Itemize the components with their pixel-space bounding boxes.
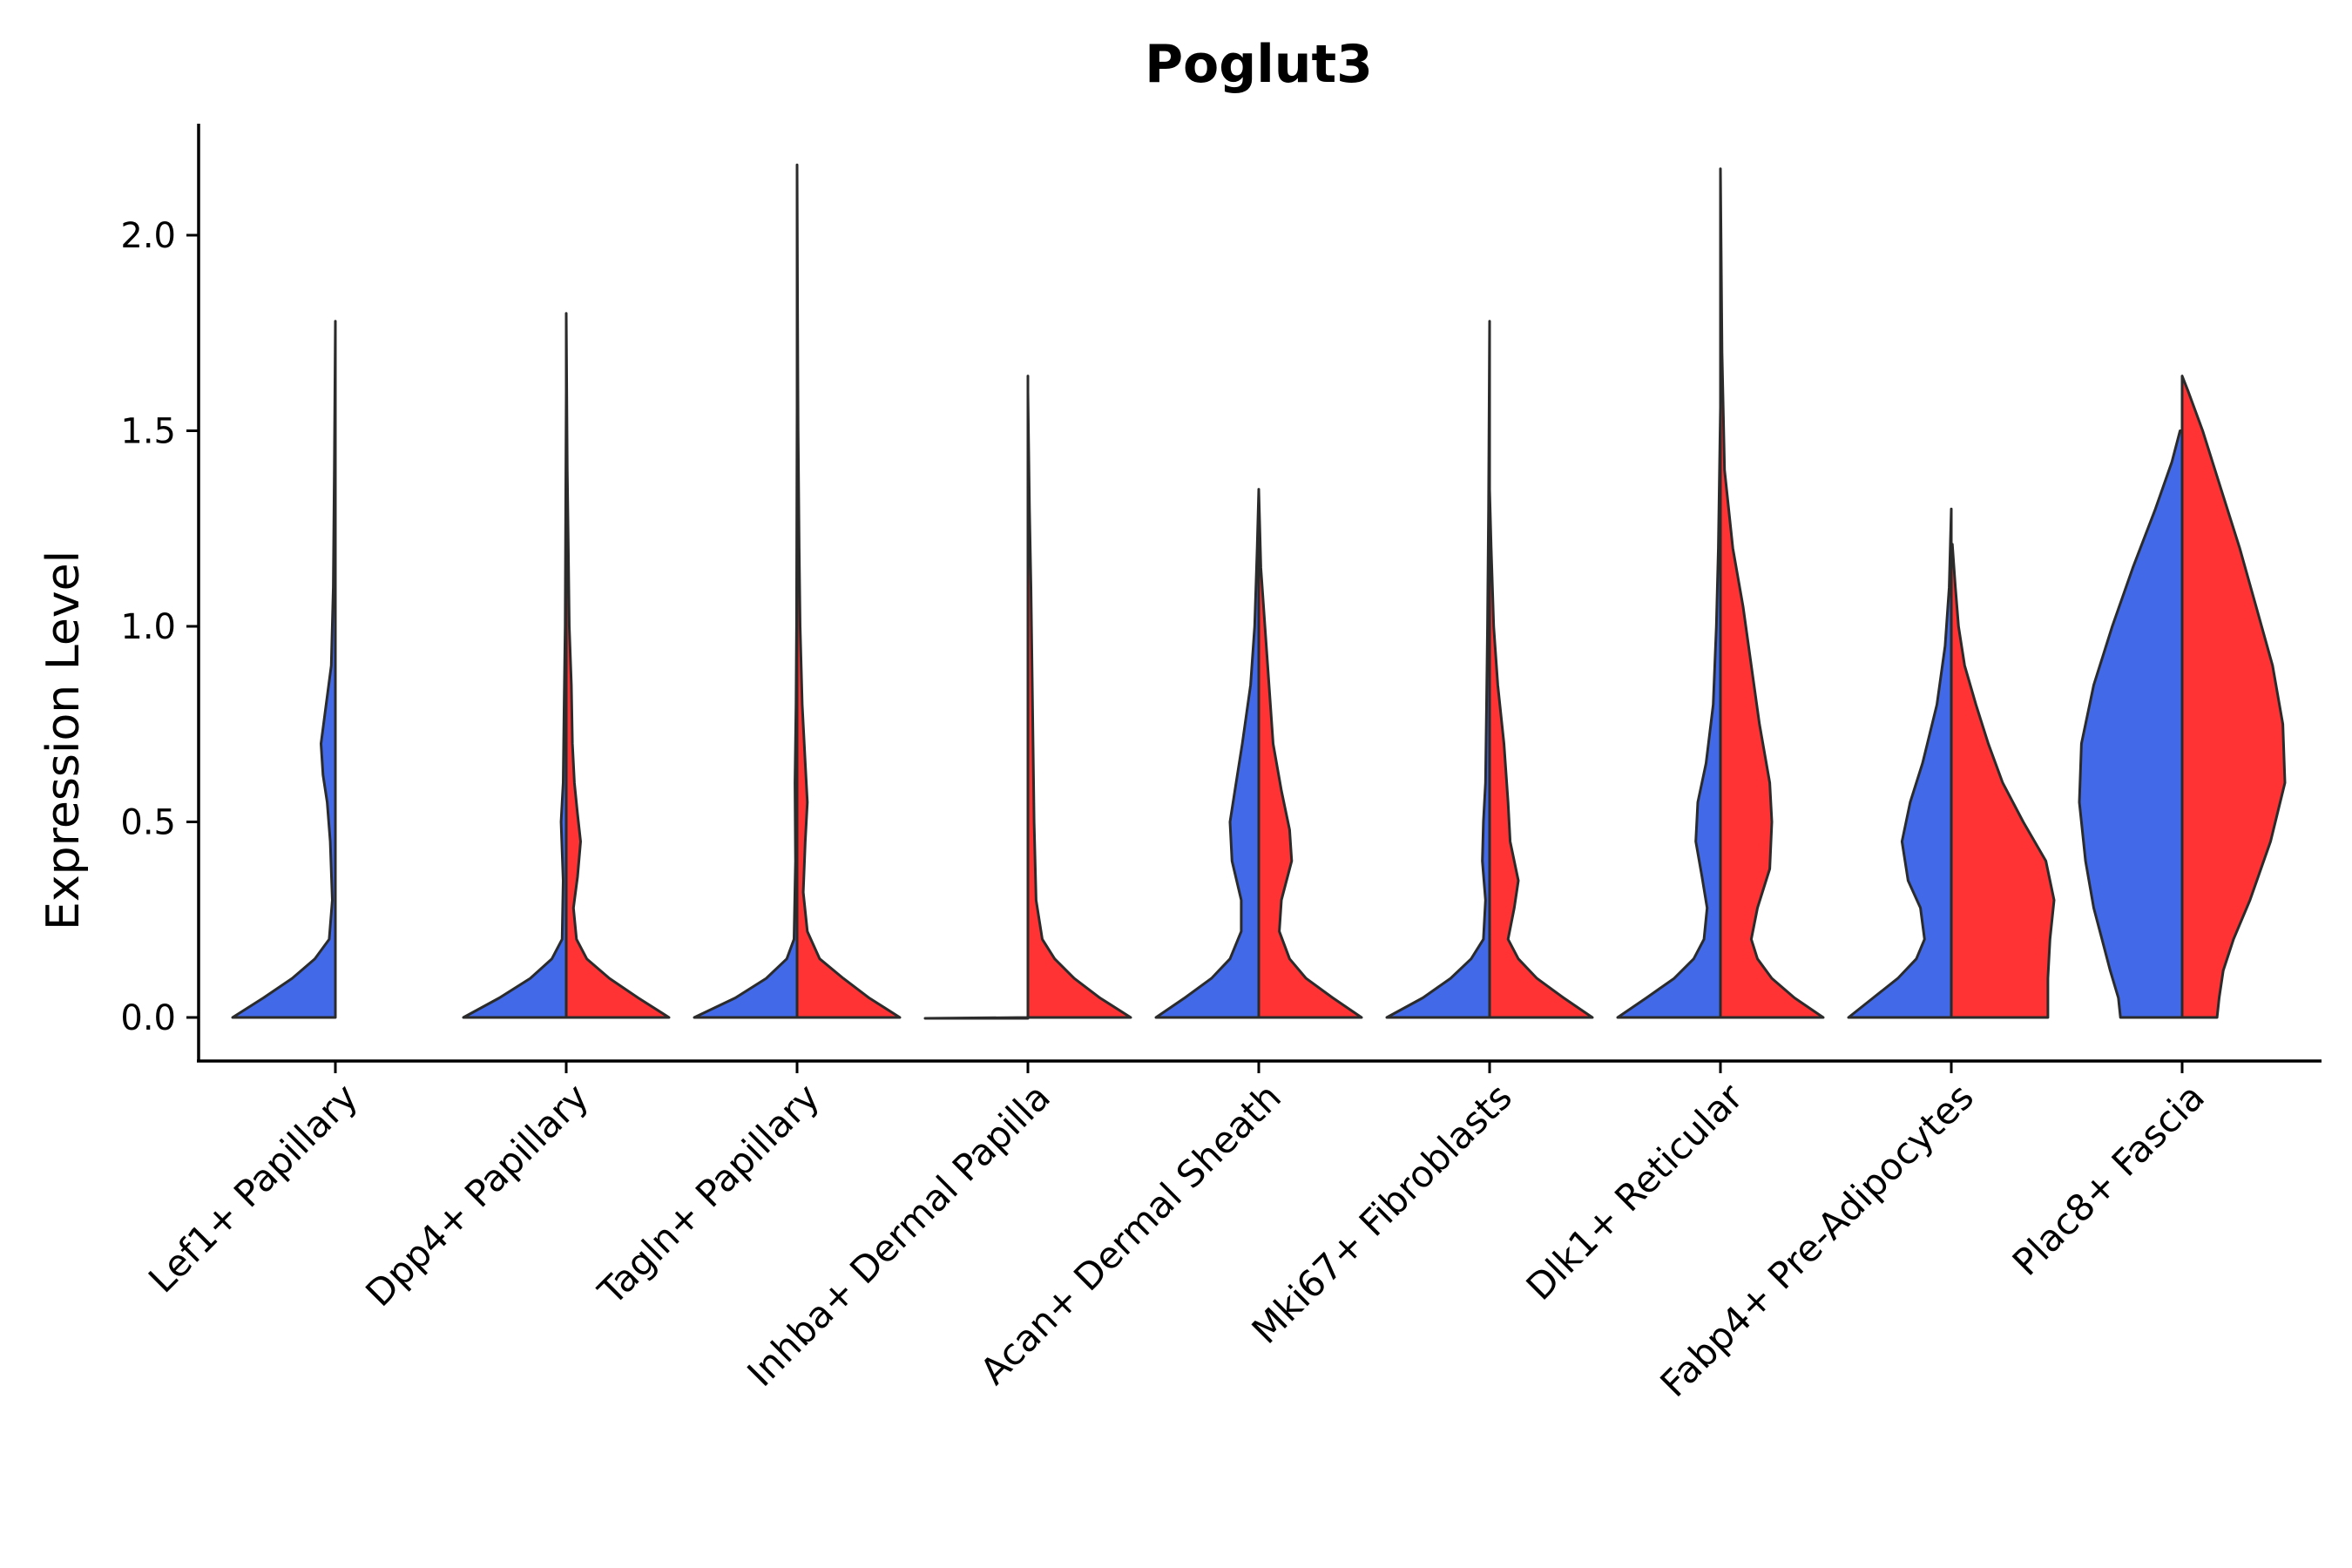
violin-red-5 xyxy=(1488,488,1594,1019)
x-tick-label: Dpp4+ Papillary xyxy=(357,1075,597,1315)
y-tick-label: 0.0 xyxy=(120,998,176,1038)
violin-blue-0 xyxy=(231,320,337,1019)
y-axis-label: Expression Level xyxy=(37,551,90,930)
violin-red-7 xyxy=(1950,543,2056,1019)
violin-blue-6 xyxy=(1616,406,1722,1019)
violin-blue-2 xyxy=(693,406,799,1019)
violin-blue-1 xyxy=(462,390,568,1019)
x-tick-label: Mki67+ Fibroblasts xyxy=(1244,1075,1520,1351)
violin-red-8 xyxy=(2180,375,2287,1019)
y-tick-label: 2.0 xyxy=(120,216,176,256)
y-tick-label: 0.5 xyxy=(120,803,176,843)
violin-red-4 xyxy=(1257,488,1363,1019)
y-tick-label: 1.5 xyxy=(120,412,176,452)
violin-blue-5 xyxy=(1385,320,1491,1019)
x-tick-label: Dlk1+ Reticular xyxy=(1518,1075,1752,1308)
violins-layer xyxy=(231,163,2287,1020)
violin-red-3 xyxy=(1026,390,1132,1019)
violin-red-6 xyxy=(1719,167,1825,1019)
violin-blue-7 xyxy=(1847,507,1953,1019)
y-ticks: 0.0 0.5 1.0 1.5 2.0 xyxy=(120,216,199,1038)
x-tick-label: Tagln+ Papillary xyxy=(590,1075,828,1313)
violin-blue-8 xyxy=(2078,429,2184,1019)
violin-blue-4 xyxy=(1154,488,1260,1019)
y-tick-label: 1.0 xyxy=(120,607,176,647)
chart-title: Poglut3 xyxy=(1145,34,1373,95)
violin-red-2 xyxy=(795,163,902,1019)
violin-blue-3 xyxy=(923,375,1030,1020)
x-tick-label: Lef1+ Papillary xyxy=(140,1075,366,1301)
violin-red-1 xyxy=(564,312,671,1019)
x-tick-label: Plac8+ Fascia xyxy=(2004,1075,2213,1283)
